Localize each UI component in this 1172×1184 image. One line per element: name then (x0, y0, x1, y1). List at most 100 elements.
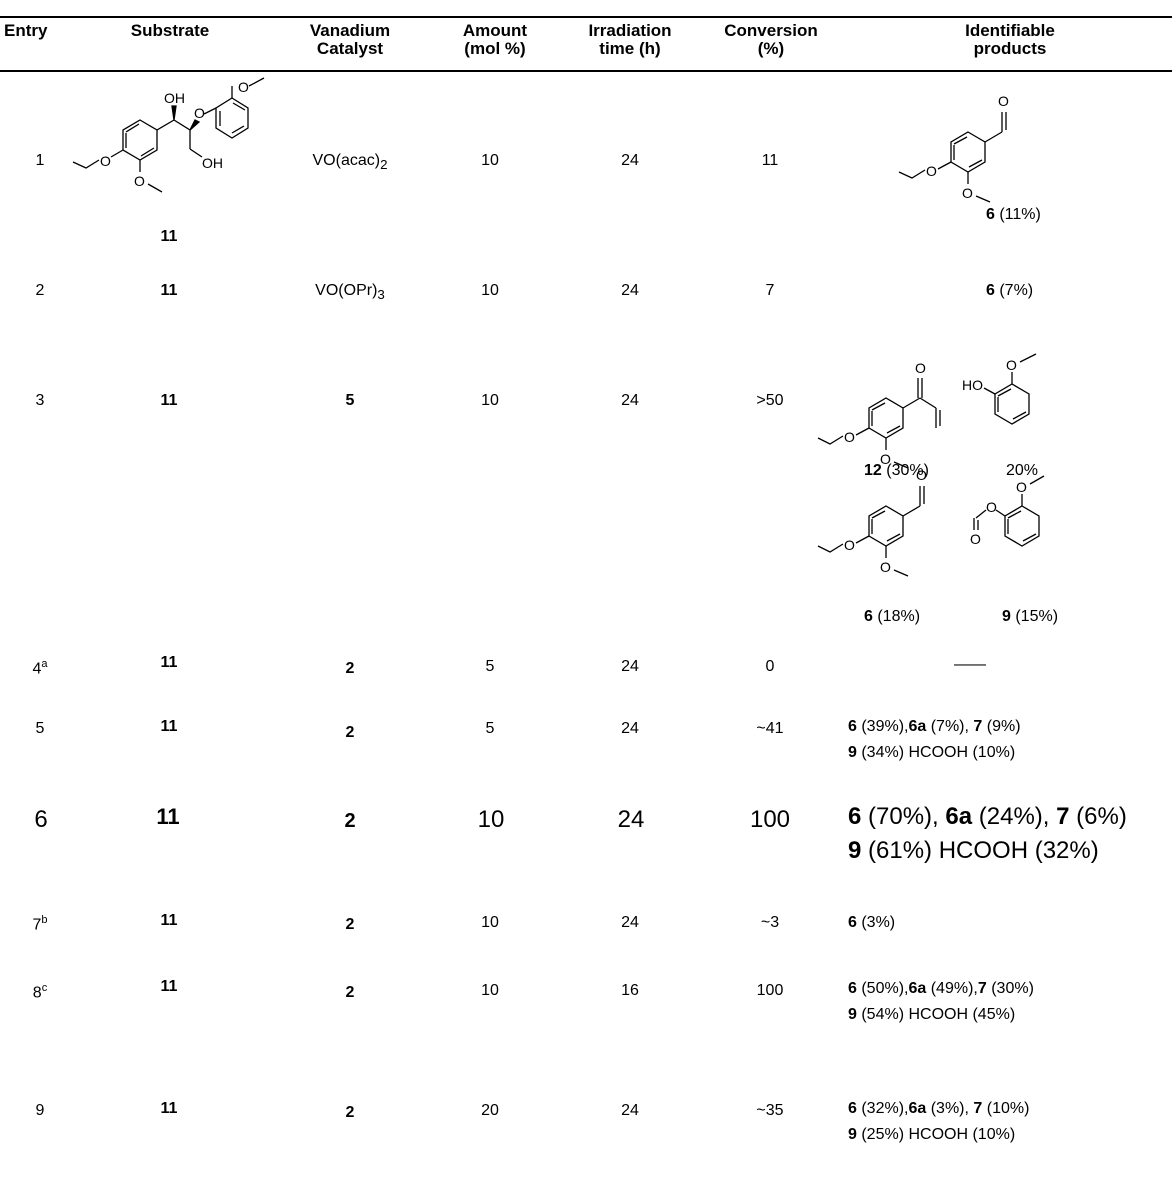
header-products-line2: products (973, 39, 1047, 58)
row2-catalyst-sub: 3 (377, 287, 385, 303)
p12-ethoxy-o: O (844, 429, 855, 445)
row1-entry-text: 1 (35, 152, 45, 169)
row8-catalyst-text: 2 (345, 984, 355, 1001)
row6-l1-label-1: 6a (945, 803, 973, 830)
row8-entry: 8c (26, 982, 54, 1002)
row9-l1-text-0: (32%), (856, 1100, 909, 1117)
row6-products-line1: 6 (70%), 6a (24%), 7 (6%) (848, 800, 1127, 834)
row5-time-text: 24 (621, 720, 639, 737)
row9-l2-text-0: (25%) HCOOH (10%) (856, 1126, 1016, 1143)
row5-l2-label-0: 9 (848, 744, 857, 761)
header-conversion-line2: (%) (757, 39, 785, 58)
product-12-structure: O O O (817, 360, 941, 469)
header-entry: Entry (4, 22, 64, 40)
row5-substrate-text: 11 (160, 718, 178, 735)
row8-catalyst: 2 (290, 984, 410, 1002)
row4-conversion-text: 0 (765, 658, 775, 675)
header-amount-line1: Amount (462, 21, 528, 40)
row1-conversion: 11 (740, 152, 800, 170)
row6-substrate-text: 11 (156, 804, 180, 829)
row3-product9-label: 9 (1002, 608, 1011, 625)
row8-entry-text: 8 (32, 984, 42, 1002)
substrate-methoxy2-o: O (238, 79, 249, 95)
row4-entry-sup: a (41, 658, 48, 670)
header-entry-text: Entry (4, 21, 48, 40)
row9-amount: 20 (460, 1102, 520, 1120)
row2-conversion: 7 (740, 282, 800, 300)
row9-products-line1: 6 (32%),6a (3%), 7 (10%) (848, 1096, 1029, 1122)
header-amount-line2: (mol %) (464, 39, 526, 58)
row9-l1-label-1: 6a (908, 1100, 927, 1117)
row6-conversion-text: 100 (749, 806, 791, 833)
product-6-structure-row3: O O O (817, 467, 927, 577)
row6-catalyst-text: 2 (344, 810, 356, 832)
row3-product6-pct: (18%) (872, 608, 921, 625)
row8-l1-text-0: (50%), (856, 980, 909, 997)
row3-time: 24 (600, 392, 660, 410)
row4-time: 24 (600, 658, 660, 676)
row5-products: 6 (39%),6a (7%), 7 (9%) 9 (34%) HCOOH (1… (848, 714, 1021, 766)
row1-substrate-label: 11 (154, 228, 184, 246)
p9-methoxy-o: O (1016, 479, 1027, 495)
row7-entry-text: 7 (32, 916, 42, 934)
row7-l1-text-0: (3%) (856, 914, 896, 931)
row3-entry: 3 (28, 392, 52, 410)
row1-entry: 1 (28, 152, 52, 170)
row6-l1-label-0: 6 (848, 803, 862, 830)
row3-amount-text: 10 (481, 392, 499, 409)
row9-time: 24 (600, 1102, 660, 1120)
row8-time: 16 (600, 982, 660, 1000)
row8-l2-label-0: 9 (848, 1006, 857, 1023)
row4-catalyst: 2 (290, 660, 410, 678)
substrate-methoxy-o: O (134, 173, 145, 189)
row8-l1-label-2: 7 (977, 980, 987, 997)
row3-guaiacol-pct: 20% (1006, 462, 1039, 479)
row6-l1-label-2: 7 (1056, 803, 1070, 830)
row2-entry: 2 (28, 282, 52, 300)
row6-products: 6 (70%), 6a (24%), 7 (6%) 9 (61%) HCOOH … (848, 800, 1127, 868)
substrate-oh-top: OH (164, 90, 185, 106)
row9-catalyst-text: 2 (345, 1104, 355, 1121)
row4-substrate: 11 (154, 654, 184, 672)
row3-conversion-text: >50 (756, 392, 784, 409)
row3-product9-caption: 9 (15%) (1002, 604, 1058, 630)
row2-conversion-text: 7 (765, 282, 775, 299)
row5-products-line1: 6 (39%),6a (7%), 7 (9%) (848, 714, 1021, 740)
row9-conversion-text: ~35 (756, 1102, 784, 1119)
row3-time-text: 24 (621, 392, 639, 409)
header-substrate-text: Substrate (130, 21, 210, 40)
guaiacol-structure: HO O (962, 353, 1037, 425)
row6-l2-label-0: 9 (848, 837, 862, 864)
p12-methoxy-o: O (880, 451, 891, 467)
row8-products-line2: 9 (54%) HCOOH (45%) (848, 1002, 1034, 1028)
p9-ester-o: O (986, 499, 997, 515)
row6-entry: 6 (26, 806, 56, 834)
row3-product12-caption: 12 (30%) (864, 458, 929, 484)
row9-conversion: ~35 (740, 1102, 800, 1120)
row5-l2-text-0: (34%) HCOOH (10%) (856, 744, 1016, 761)
product-9-structure: O O O (970, 475, 1045, 547)
row2-catalyst-text: VO(OPr) (315, 282, 378, 299)
p9-carbonyl-o: O (970, 531, 981, 547)
row4-conversion: 0 (740, 658, 800, 676)
row3-product6-caption: 6 (18%) (864, 604, 920, 630)
p6-row3-methoxy-o: O (880, 559, 891, 575)
row6-conversion: 100 (730, 806, 810, 834)
row7-catalyst: 2 (290, 916, 410, 934)
row2-amount: 10 (460, 282, 520, 300)
row5-amount-text: 5 (485, 720, 495, 737)
row1-amount-text: 10 (481, 152, 499, 169)
row6-l1-text-2: (6%) (1069, 803, 1127, 830)
row4-amount-text: 5 (485, 658, 495, 675)
row2-product-pct: (7%) (994, 282, 1034, 299)
header-catalyst-line1: Vanadium (309, 21, 391, 40)
row7-entry-sup: b (41, 914, 48, 926)
row5-l1-text-1: (7%), (926, 718, 974, 735)
row5-substrate: 11 (154, 718, 184, 736)
row6-l2-text-0: (61%) HCOOH (32%) (861, 837, 1099, 864)
row2-amount-text: 10 (481, 282, 499, 299)
header-substrate: Substrate (110, 22, 230, 40)
row4-time-text: 24 (621, 658, 639, 675)
row8-amount: 10 (460, 982, 520, 1000)
header-products: Identifiable products (910, 22, 1110, 58)
